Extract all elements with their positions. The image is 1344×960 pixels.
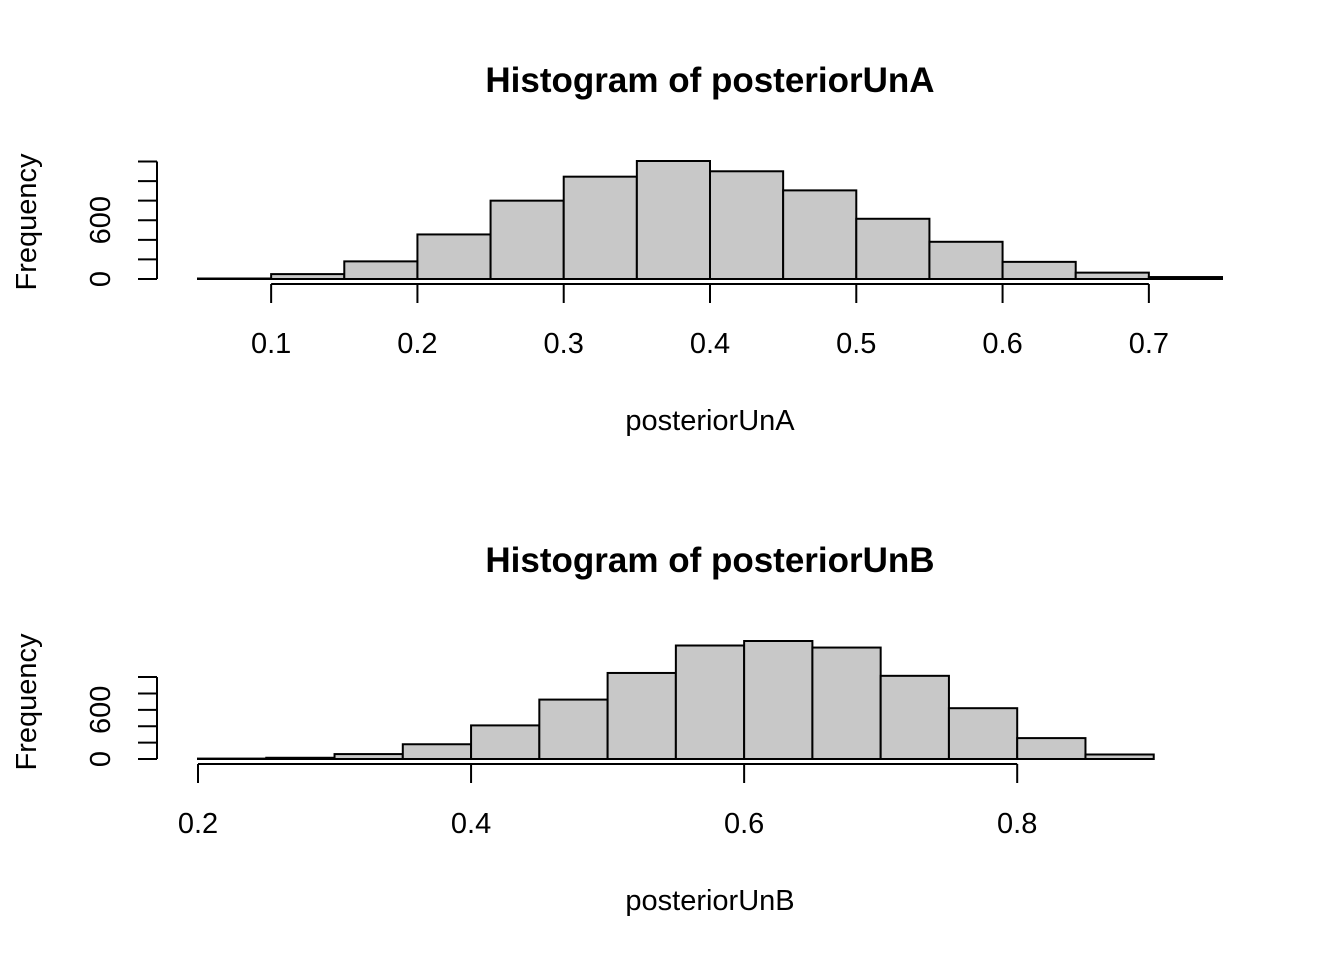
x-tick-label: 0.2 <box>397 328 437 360</box>
histogram-bar <box>947 707 1019 761</box>
histogram-bar <box>928 240 1004 280</box>
histogram-bar <box>1001 260 1077 280</box>
y-axis: 0 600 <box>85 676 158 767</box>
x-tick-label: 0.7 <box>1129 328 1169 360</box>
x-axis-label: posteriorUnB <box>625 885 794 917</box>
bars <box>197 640 1155 761</box>
x-axis-label: posteriorUnA <box>625 405 795 437</box>
histogram-bar <box>538 698 609 760</box>
histogram-bar <box>333 753 404 760</box>
histogram-bar <box>489 199 565 280</box>
histogram-bar <box>709 170 785 280</box>
histogram-bar <box>270 273 346 280</box>
x-tick-label: 0.6 <box>724 808 764 840</box>
y-tick-label: 600 <box>85 196 117 244</box>
y-tick-label: 600 <box>85 686 117 734</box>
x-tick-label: 0.2 <box>178 808 218 840</box>
x-tick-label: 0.6 <box>982 328 1022 360</box>
histogram-bar <box>562 175 638 280</box>
x-tick-label: 0.3 <box>544 328 584 360</box>
histogram-bar <box>1016 737 1087 761</box>
bars <box>197 160 1224 281</box>
histogram-bar <box>1074 271 1150 281</box>
x-tick-label: 0.4 <box>451 808 491 840</box>
histogram-bar <box>470 724 541 760</box>
histogram-bar <box>782 189 858 280</box>
y-axis-label: Frequency <box>11 153 43 291</box>
y-tick-label: 0 <box>85 751 117 767</box>
x-tick-label: 0.5 <box>836 328 876 360</box>
y-tick-label: 0 <box>85 271 117 287</box>
histogram-bar <box>416 233 492 280</box>
histogram-panel-posterior-una: Histogram of posteriorUnA posteriorUnA F… <box>11 61 1224 437</box>
histogram-bar <box>855 217 931 281</box>
histogram-bar <box>606 671 677 760</box>
histogram-bar <box>743 640 814 760</box>
y-axis: 0 600 <box>85 160 158 287</box>
x-tick-label: 0.4 <box>690 328 730 360</box>
x-axis: 0.1 0.2 0.3 0.4 0.5 0.6 0.7 <box>251 283 1169 360</box>
histogram-panel-posterior-unb: Histogram of posteriorUnB posteriorUnB F… <box>11 541 1155 917</box>
x-tick-label: 0.1 <box>251 328 291 360</box>
chart-title: Histogram of posteriorUnA <box>485 61 934 100</box>
histogram-bar <box>401 743 473 760</box>
histogram-bar <box>265 756 336 760</box>
histogram-bar <box>1084 753 1155 760</box>
histogram-bar <box>674 644 746 761</box>
histogram-bar <box>811 646 882 760</box>
histogram-bar <box>635 160 711 280</box>
x-axis: 0.2 0.4 0.6 0.8 <box>178 763 1037 840</box>
histogram-bar <box>879 674 950 761</box>
histogram-bar <box>343 260 419 280</box>
y-axis-label: Frequency <box>11 633 43 771</box>
histogram-bar <box>1147 276 1224 281</box>
chart-title: Histogram of posteriorUnB <box>485 541 934 580</box>
x-tick-label: 0.8 <box>997 808 1037 840</box>
